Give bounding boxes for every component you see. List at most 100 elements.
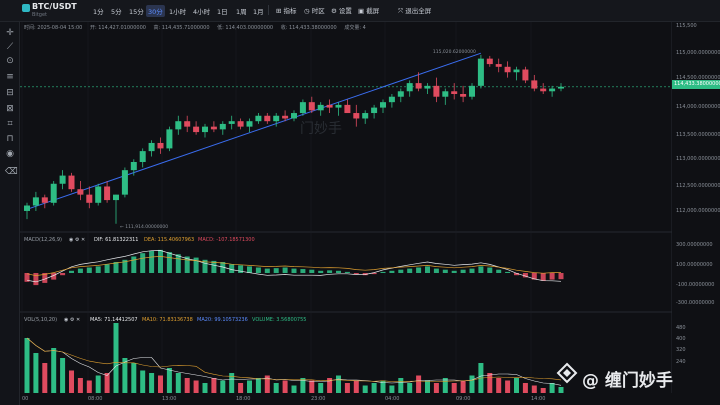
candle-body xyxy=(24,205,30,211)
info-open: 开: 114,427.01000000 xyxy=(89,25,146,31)
candle-body xyxy=(317,104,324,111)
macd-bar xyxy=(131,256,137,273)
candle-body xyxy=(362,113,369,119)
timeframe-0[interactable]: 1分 xyxy=(93,8,104,16)
macd-bar xyxy=(487,267,493,273)
volume-bar xyxy=(389,385,395,393)
timeframe-8[interactable]: 1月 xyxy=(253,8,264,16)
candle-body xyxy=(121,170,128,195)
volume-bar xyxy=(309,380,315,393)
tool-label: 设置 xyxy=(338,7,352,15)
candle-body xyxy=(460,94,467,97)
candlestick-chart[interactable]: 115,020.62000000 ← 111,914.00000000 xyxy=(20,22,672,393)
candle-body xyxy=(477,58,484,86)
trendline-icon[interactable]: ⟋ xyxy=(6,42,14,52)
candle-body xyxy=(549,88,556,92)
macd-bar xyxy=(514,273,519,276)
indicator-icon: ⊞ xyxy=(276,7,284,15)
ray-icon[interactable]: ⊙ xyxy=(6,56,14,66)
macd-bar xyxy=(140,253,146,273)
macd-bar xyxy=(220,262,226,273)
price-tick: 113,000.00000000 xyxy=(676,156,720,162)
timeframe-5[interactable]: 4小时 xyxy=(193,8,211,16)
symbol-title[interactable]: BTC/USDT xyxy=(32,2,77,11)
macd-bar xyxy=(478,266,484,273)
candle-body xyxy=(255,115,262,122)
trash-icon[interactable]: ⌫ xyxy=(5,167,18,177)
macd-eye-icon[interactable]: ◉ ⚙ ✕ xyxy=(69,237,86,243)
candle-body xyxy=(380,102,386,108)
lock-icon[interactable]: ⊓ xyxy=(6,134,14,144)
ohlc-info: 时间: 2025-08-04 15:00 开: 114,427.01000000… xyxy=(24,24,372,31)
price-tick: 115,000.00000000 xyxy=(676,50,720,56)
timeframe-2[interactable]: 15分 xyxy=(129,8,144,16)
timeframe-4[interactable]: 1小时 xyxy=(169,8,187,16)
volume-bar xyxy=(33,353,39,393)
macd-bar xyxy=(95,266,101,273)
fibonacci-icon[interactable]: ⊠ xyxy=(6,104,14,114)
vol-eye-icon[interactable]: ◉ ⚙ ✕ xyxy=(64,317,81,323)
volume-bar xyxy=(362,385,368,393)
macd-bar xyxy=(309,269,315,273)
info-low: 低: 114,403.00000000 xyxy=(217,25,274,31)
candle-body xyxy=(495,64,502,67)
macd-dea: DEA: 115.40607963 xyxy=(144,237,195,243)
volume-bar xyxy=(398,378,404,393)
gear-tool-button[interactable]: ⚙ 设置 xyxy=(331,5,352,15)
measure-icon[interactable]: ⌗ xyxy=(7,119,13,129)
volume-bar xyxy=(327,378,333,393)
volume-bar xyxy=(318,383,324,393)
macd-bar xyxy=(558,273,564,280)
candle-body xyxy=(273,115,280,122)
exit-fullscreen-tool-button[interactable]: ⤧ 退出全屏 xyxy=(398,5,431,16)
macd-bar xyxy=(344,271,350,273)
candle-body xyxy=(291,113,297,119)
candle-body xyxy=(406,83,413,92)
horizontal-line-icon[interactable]: ≡ xyxy=(6,72,14,82)
timeframe-7[interactable]: 1周 xyxy=(236,8,247,16)
volume-bar xyxy=(247,380,252,393)
indicator-tool-button[interactable]: ⊞ 指标 xyxy=(276,5,297,15)
macd-bar xyxy=(86,267,92,273)
candle-body xyxy=(219,123,226,130)
info-high: 高: 114,435.71000000 xyxy=(153,25,210,31)
crosshair-icon[interactable]: ✛ xyxy=(6,28,14,38)
macd-bar xyxy=(175,254,181,273)
macd-bar xyxy=(255,267,261,273)
macd-tick: 100.00000000 xyxy=(676,262,713,268)
vol-ma10-line xyxy=(26,337,562,382)
macd-bar xyxy=(60,273,66,276)
drawing-toolbar: ✛ ⟋ ⊙ ≡ ⊟ ⊠ ⌗ ⊓ ◉ ⌫ xyxy=(0,22,20,405)
clock-tool-button[interactable]: ◷ 时区 xyxy=(304,5,325,15)
volume-bar xyxy=(211,378,217,393)
camera-tool-button[interactable]: ▣ 截屏 xyxy=(358,5,379,15)
volume-bar xyxy=(336,375,341,393)
eye-icon[interactable]: ◉ xyxy=(6,149,14,159)
volume-bar xyxy=(220,380,226,393)
macd-bar xyxy=(451,270,457,273)
time-tick: 08:00 xyxy=(88,396,103,402)
macd-bar xyxy=(469,268,475,273)
volume-bar xyxy=(540,388,546,393)
candle-body xyxy=(210,126,217,130)
candle-body xyxy=(139,151,146,162)
volume-bar xyxy=(86,380,92,393)
vol-ma20: MA20: 99.10573236 xyxy=(197,317,248,323)
camera-icon: ▣ xyxy=(358,7,367,15)
high-annotation: 115,020.62000000 xyxy=(433,49,476,55)
macd-dif-line xyxy=(26,250,562,283)
macd-bar xyxy=(460,269,466,273)
timeframe-6[interactable]: 1日 xyxy=(217,8,228,16)
macd-bar xyxy=(42,273,48,283)
timeframe-1[interactable]: 5分 xyxy=(111,8,122,16)
macd-bar xyxy=(336,270,341,273)
timeframe-3[interactable]: 30分 xyxy=(146,5,165,17)
volume-bar xyxy=(60,358,66,393)
candle-body xyxy=(50,183,57,203)
candle-body xyxy=(282,115,289,119)
parallel-channel-icon[interactable]: ⊟ xyxy=(6,88,14,98)
candle-body xyxy=(344,104,351,114)
macd-bar xyxy=(158,249,163,273)
macd-bar xyxy=(496,269,502,273)
candle-body xyxy=(228,121,235,124)
